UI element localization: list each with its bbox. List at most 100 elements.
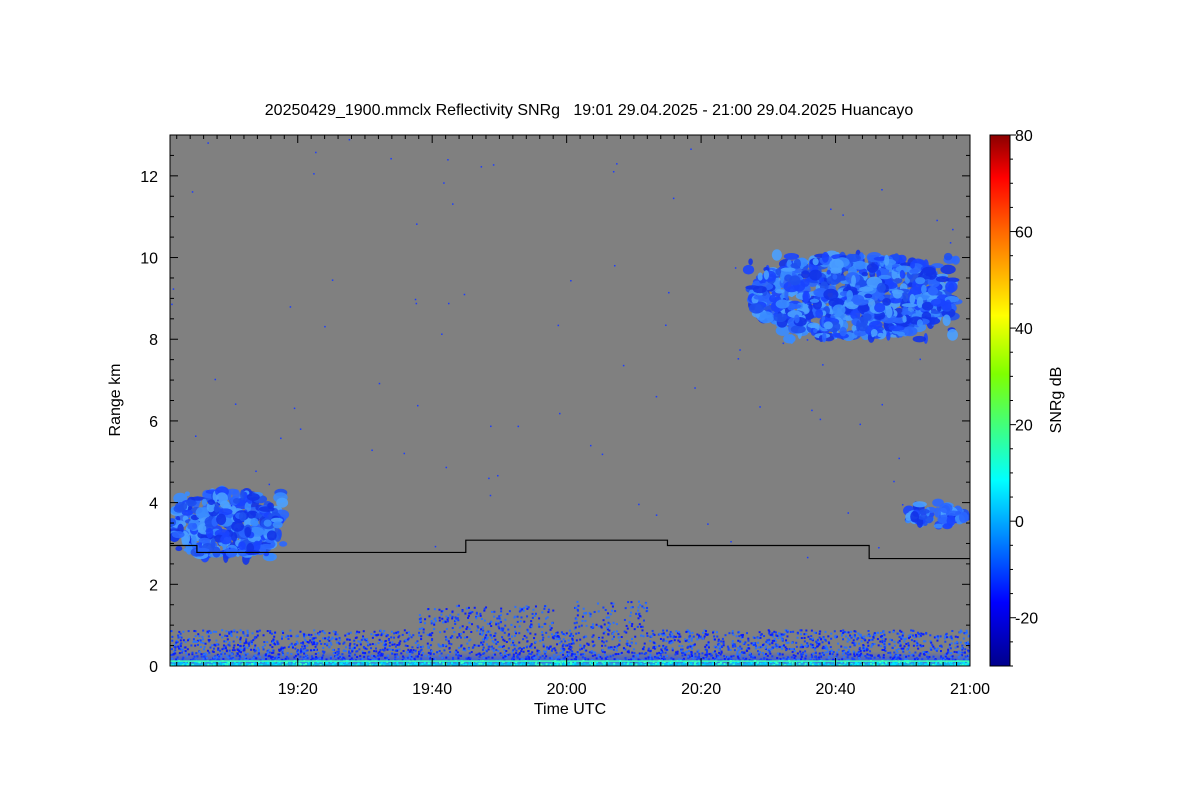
bl-pixel	[903, 640, 906, 643]
bl-pixel	[570, 654, 573, 657]
bl-pixel	[499, 645, 502, 648]
bl-pixel	[736, 650, 739, 653]
bl-pixel	[940, 644, 943, 647]
bl-pixel	[935, 649, 938, 652]
bl-pixel	[497, 622, 500, 625]
bl-pixel	[704, 663, 707, 666]
bl-pixel	[196, 639, 199, 642]
bl-pixel	[388, 644, 391, 647]
bl-pixel	[769, 659, 772, 662]
bl-pixel	[746, 632, 749, 635]
bl-pixel	[737, 646, 740, 649]
bl-pixel	[940, 657, 943, 660]
bl-pixel	[466, 642, 469, 645]
bl-pixel	[841, 632, 844, 635]
echo-cell	[921, 284, 927, 294]
bl-pixel	[225, 654, 228, 657]
bl-pixel	[809, 661, 812, 664]
speckle	[730, 540, 732, 543]
bl-pixel	[442, 661, 445, 664]
bl-pixel	[622, 647, 625, 650]
speckle	[191, 191, 194, 193]
bl-pixel	[949, 656, 952, 659]
bl-pixel	[541, 638, 544, 641]
bl-pixel	[178, 630, 181, 633]
bl-pixel	[194, 661, 197, 664]
bl-pixel	[387, 654, 390, 657]
bl-pixel	[378, 653, 381, 656]
bl-pixel	[693, 663, 696, 666]
bl-pixel	[355, 650, 358, 653]
speckle	[331, 279, 334, 281]
bl-pixel	[895, 654, 898, 657]
speckle	[378, 382, 381, 385]
bl-pixel	[403, 629, 406, 632]
bl-pixel	[527, 606, 530, 609]
echo-cell	[947, 329, 958, 341]
bl-pixel	[603, 623, 606, 626]
bl-pixel	[962, 658, 965, 661]
bl-pixel	[903, 663, 906, 666]
bl-pixel	[362, 630, 365, 633]
bl-pixel	[383, 649, 386, 652]
bl-pixel	[773, 637, 776, 640]
speckle	[672, 197, 675, 200]
bl-pixel	[455, 617, 458, 620]
bl-pixel	[402, 656, 405, 659]
bl-pixel	[625, 624, 628, 627]
bl-pixel	[568, 629, 571, 632]
bl-pixel	[738, 635, 741, 638]
bl-pixel	[493, 610, 496, 613]
bl-pixel	[262, 634, 265, 637]
bl-pixel	[310, 662, 313, 665]
bl-pixel	[728, 632, 731, 635]
bl-pixel	[204, 658, 207, 661]
bl-pixel	[740, 662, 743, 665]
speckle	[348, 138, 351, 141]
bl-pixel	[240, 664, 243, 666]
bl-pixel	[862, 644, 865, 647]
speckle	[194, 435, 197, 437]
bl-pixel	[438, 619, 441, 622]
bl-pixel	[208, 639, 211, 642]
echo-cell	[198, 537, 211, 544]
bl-pixel	[383, 662, 386, 665]
bl-pixel	[744, 654, 747, 657]
echo-cell	[783, 334, 796, 344]
bl-pixel	[782, 644, 785, 647]
bl-pixel	[906, 658, 909, 661]
bl-pixel	[311, 657, 314, 660]
bl-pixel	[269, 630, 272, 633]
bl-pixel	[813, 662, 816, 665]
bl-pixel	[269, 631, 272, 634]
bl-pixel	[380, 662, 383, 665]
bl-pixel	[442, 644, 445, 647]
speckle	[936, 219, 938, 222]
bl-pixel	[209, 664, 212, 666]
bl-pixel	[904, 637, 907, 640]
bl-pixel	[631, 657, 634, 660]
bl-pixel	[629, 645, 632, 648]
bl-pixel	[967, 642, 970, 645]
bl-pixel	[481, 643, 484, 646]
bl-pixel	[226, 656, 229, 659]
bl-pixel	[590, 651, 593, 654]
bl-pixel	[738, 648, 741, 651]
bl-pixel	[491, 640, 494, 643]
bl-pixel	[429, 632, 432, 635]
bl-pixel	[765, 640, 768, 643]
bl-pixel	[384, 645, 387, 648]
bl-pixel	[864, 647, 867, 650]
bl-pixel	[896, 656, 899, 659]
echo-cell	[823, 288, 839, 301]
boundary-layer-echo	[170, 600, 970, 666]
bl-pixel	[530, 644, 533, 647]
bl-pixel	[287, 637, 290, 640]
bl-pixel	[611, 638, 614, 641]
speckle	[447, 159, 449, 161]
bl-pixel	[238, 654, 241, 657]
bl-pixel	[722, 664, 725, 666]
bl-pixel	[855, 664, 858, 666]
bl-pixel	[495, 642, 498, 645]
bl-pixel	[314, 663, 317, 666]
